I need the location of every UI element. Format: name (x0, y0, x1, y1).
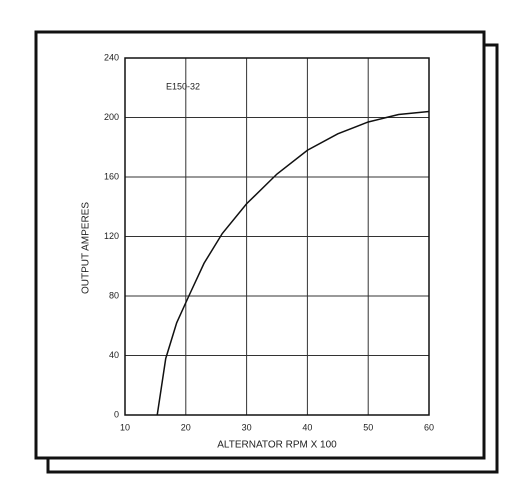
x-tick-label: 10 (120, 422, 130, 432)
y-tick-label: 0 (114, 409, 119, 419)
x-axis-label: ALTERNATOR RPM X 100 (217, 440, 337, 451)
annotation: E150-32 (166, 81, 200, 91)
plot-border (124, 57, 430, 416)
y-tick-label: 120 (104, 231, 119, 241)
x-tick-label: 30 (242, 422, 252, 432)
y-tick-label: 40 (109, 350, 119, 360)
x-tick-label: 20 (181, 422, 191, 432)
x-tick-label: 40 (302, 422, 312, 432)
y-tick-label: 80 (109, 290, 119, 300)
frame (34, 30, 486, 460)
line (156, 110, 430, 416)
y-tick-label: 200 (104, 112, 119, 122)
x-tick-label: 60 (424, 422, 434, 432)
y-axis-label: OUTPUT AMPERES (81, 202, 92, 294)
x-tick-label: 50 (363, 422, 373, 432)
y-tick-label: 160 (104, 171, 119, 181)
y-tick-label: 240 (104, 52, 119, 62)
